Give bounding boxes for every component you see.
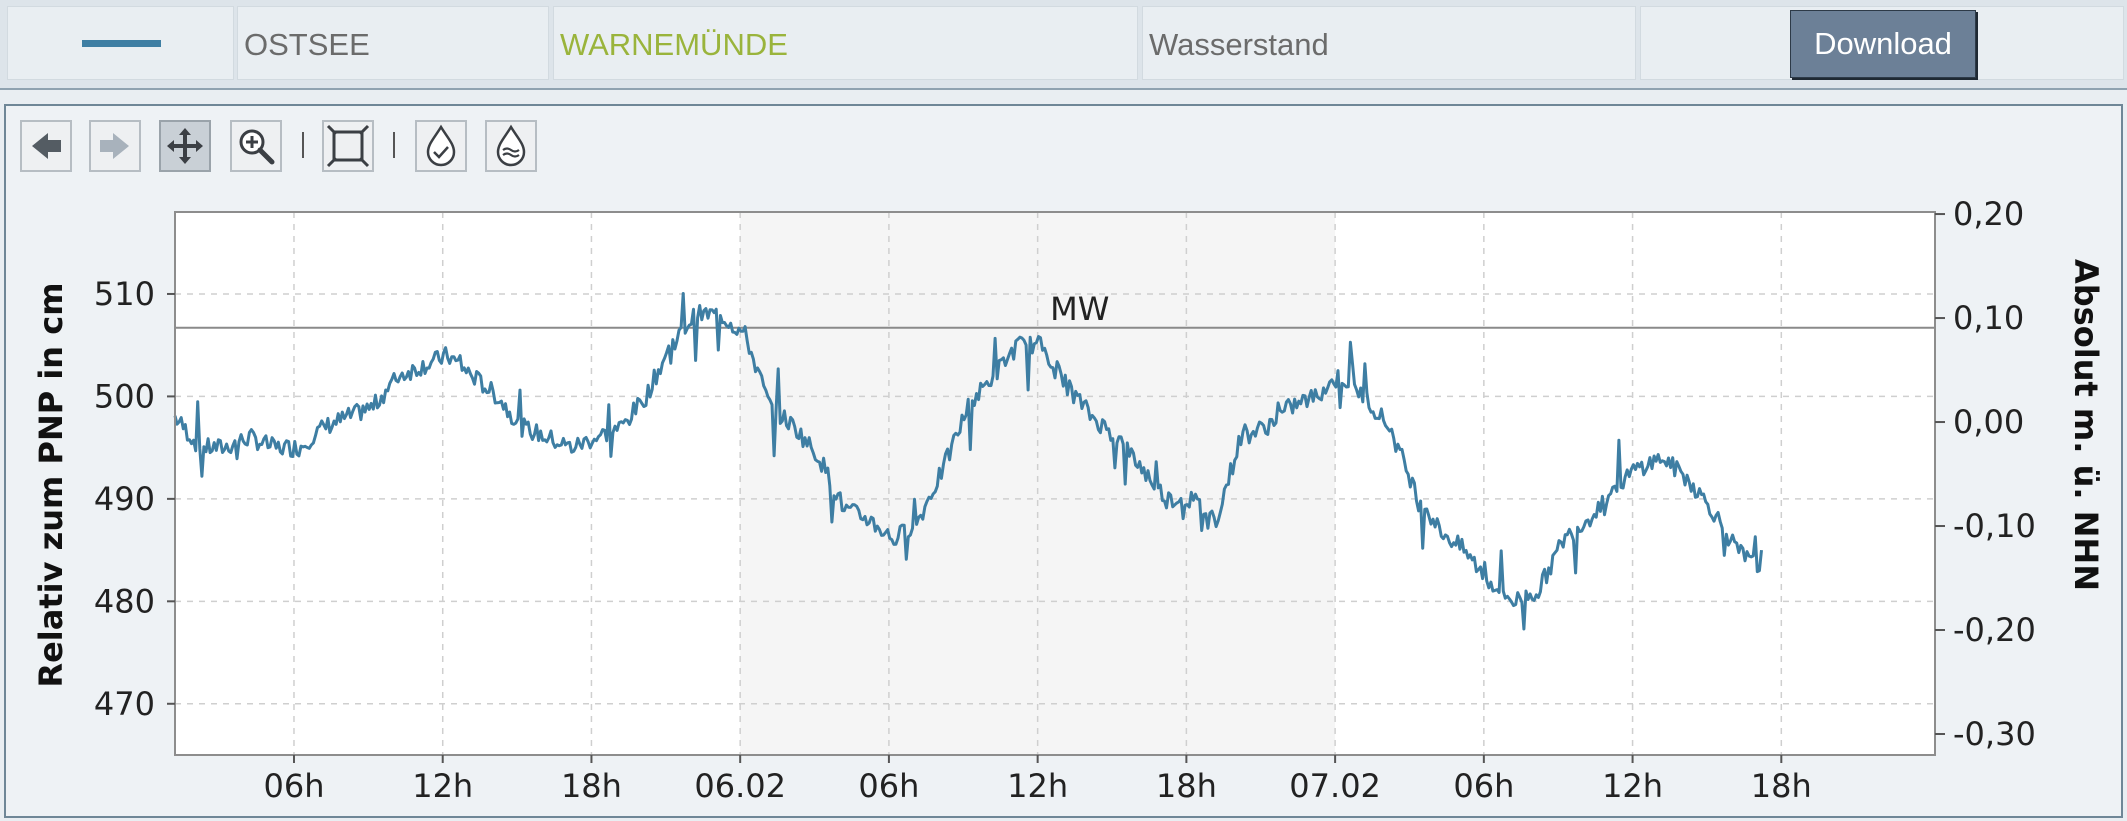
back-arrow-icon <box>32 133 61 159</box>
water-level-series <box>173 292 1763 631</box>
x-tick-label: 06.02 <box>694 767 786 805</box>
x-tick-label: 06h <box>1453 767 1514 805</box>
axes: 06h 12h 18h 06.02 06h 12h 18h 07.02 06h 12h 18h 470… <box>94 195 2036 805</box>
x-tick-label: 07.02 <box>1289 767 1381 805</box>
grid-lines <box>175 212 1935 755</box>
weekend-shade <box>740 212 1336 755</box>
x-tick-label: 06h <box>263 767 324 805</box>
water-drop-check-icon <box>426 124 456 167</box>
y-tick-label-right: -0,10 <box>1953 507 2036 545</box>
y-axis-right-label: Absolut m. ü. NHN <box>2067 259 2105 591</box>
y-tick-label-right: -0,20 <box>1953 611 2036 649</box>
parameter-label: Wasserstand <box>1149 27 1329 62</box>
y-tick-label-right: 0,10 <box>1953 299 2024 337</box>
region-cell: OSTSEE <box>237 6 549 80</box>
plot-frame <box>174 211 1936 756</box>
x-tick-label: 18h <box>1751 767 1812 805</box>
back-button[interactable] <box>20 120 72 172</box>
forward-arrow-icon <box>100 133 129 159</box>
toolbar-separator <box>393 132 395 158</box>
legend-cell <box>7 6 234 80</box>
region-label: OSTSEE <box>244 27 370 62</box>
zoom-icon <box>239 129 275 165</box>
y-axis-left-label: Relativ zum PNP in cm <box>32 282 70 687</box>
pan-icon <box>167 128 203 164</box>
y-tick-label-left: 510 <box>94 275 155 313</box>
y-tick-label-left: 490 <box>94 480 155 518</box>
y-tick-label-right: -0,30 <box>1953 715 2036 753</box>
fit-extent-button[interactable] <box>322 120 374 172</box>
x-tick-label: 18h <box>1156 767 1217 805</box>
fit-extent-icon <box>326 124 370 168</box>
y-tick-label-left: 500 <box>94 377 155 415</box>
x-tick-label: 12h <box>412 767 473 805</box>
series-line <box>173 292 1763 631</box>
forward-button[interactable] <box>89 120 141 172</box>
series-legend-swatch <box>82 40 161 47</box>
x-tick-label: 12h <box>1602 767 1663 805</box>
pan-button[interactable] <box>159 120 211 172</box>
water-drop-waves-icon <box>496 124 526 167</box>
y-tick-label-right: 0,20 <box>1953 195 2024 233</box>
toolbar-separator <box>302 132 304 158</box>
zoom-button[interactable] <box>230 120 282 172</box>
download-button[interactable]: Download <box>1790 10 1976 78</box>
x-tick-label: 12h <box>1007 767 1068 805</box>
water-drop-waves-button[interactable] <box>485 120 537 172</box>
y-tick-label-left: 480 <box>94 582 155 620</box>
station-cell: WARNEMÜNDE <box>553 6 1138 80</box>
mean-water-label: MW <box>1050 290 1109 328</box>
x-tick-label: 18h <box>561 767 622 805</box>
station-label: WARNEMÜNDE <box>560 27 788 62</box>
y-tick-label-right: 0,00 <box>1953 403 2024 441</box>
parameter-cell: Wasserstand <box>1142 6 1636 80</box>
water-drop-check-button[interactable] <box>415 120 467 172</box>
x-tick-label: 06h <box>858 767 919 805</box>
y-tick-label-left: 470 <box>94 685 155 723</box>
